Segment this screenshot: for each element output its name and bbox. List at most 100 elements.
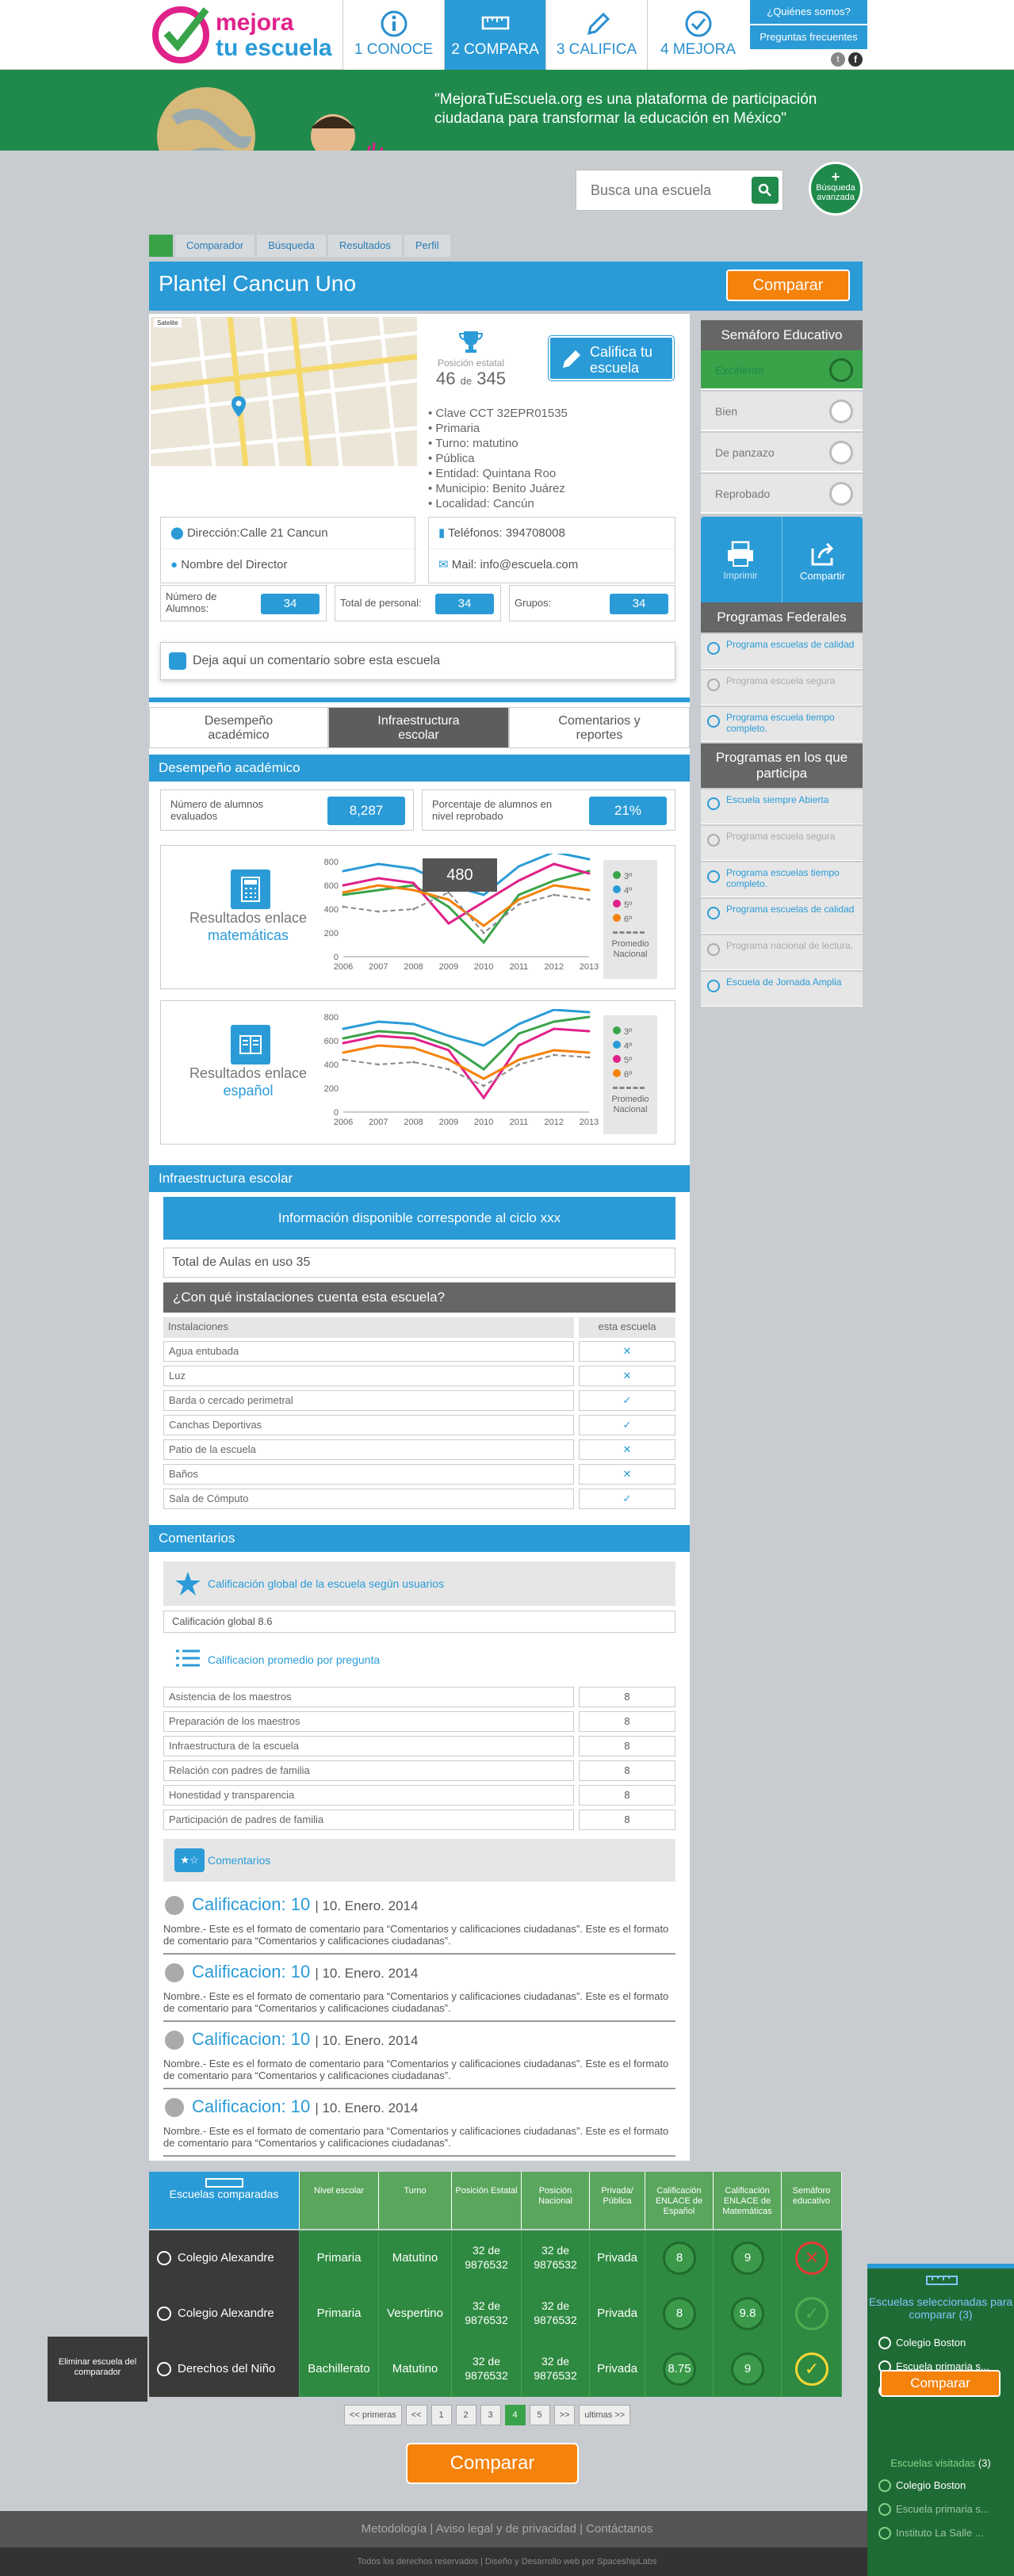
site-logo[interactable]: mejora tu escuela [151, 3, 341, 65]
remove-circle-icon[interactable] [157, 2362, 171, 2376]
series-point [553, 1009, 556, 1011]
program-item[interactable]: Escuela de Jornada Amplia [701, 972, 863, 1007]
comment-icon [169, 652, 186, 670]
float-compare-button[interactable]: Comparar [880, 2370, 1001, 2397]
breadcrumb-resultados[interactable]: Resultados [327, 235, 402, 257]
compare-cell-name[interactable]: Colegio Alexandre [149, 2286, 300, 2341]
compare-main-button[interactable]: Comparar [406, 2443, 579, 2484]
remove-circle-icon[interactable] [157, 2307, 171, 2321]
page-link[interactable]: >> [553, 2405, 576, 2425]
footer-links[interactable]: Metodología | Aviso legal y de privacida… [0, 2511, 1014, 2547]
facebook-icon[interactable]: f [848, 52, 863, 67]
compare-button[interactable]: Comparar [726, 269, 850, 301]
faq-link[interactable]: Preguntas frecuentes [750, 25, 867, 49]
print-button[interactable]: Imprimir [701, 517, 780, 615]
page-link[interactable]: ultimas >> [579, 2405, 631, 2425]
advanced-search-button[interactable]: + Búsqueda avanzada [809, 162, 863, 216]
mail-text[interactable]: Mail: info@escuela.com [451, 558, 579, 571]
staff-stat: Total de personal: 34 [335, 585, 501, 621]
program-item[interactable]: Programa escuelas tiempo completo. [701, 862, 863, 897]
breadcrumb-perfil[interactable]: Perfil [404, 235, 450, 257]
visited-item[interactable]: Escuela primaria s... [878, 2501, 1009, 2517]
evaluated-card: Número de alumnos evaluados 8,287 [160, 789, 414, 831]
legend-dot [613, 1055, 621, 1063]
remove-circle-icon[interactable] [157, 2251, 171, 2265]
legend-label: 4º [624, 886, 633, 896]
breadcrumb-busqueda[interactable]: Búsqueda [257, 235, 326, 257]
share-button[interactable]: Compartir [782, 517, 863, 615]
program-item[interactable]: Programa nacional de lectura. [701, 935, 863, 970]
question-text: Participación de padres de familia [163, 1810, 574, 1830]
program-item[interactable]: Programa escuelas de calidad [701, 899, 863, 934]
infra-has: ✓ [579, 1415, 675, 1435]
global-rating-title: Calificación global de la escuela según … [208, 1577, 445, 1590]
page-link[interactable]: 2 [455, 2405, 476, 2425]
rate-school-button[interactable]: Califica tu escuela [549, 336, 674, 380]
breadcrumb-comparador[interactable]: Comparador [175, 235, 255, 257]
x-tick-label: 2012 [544, 1118, 563, 1127]
page-link[interactable]: 1 [430, 2405, 452, 2425]
about-link[interactable]: ¿Quiénes somos? [750, 0, 867, 24]
search-input[interactable] [576, 170, 735, 210]
page-link[interactable]: 4 [504, 2405, 526, 2425]
legend-item: 5º [613, 900, 632, 910]
series-line [342, 1009, 590, 1047]
visited-item[interactable]: Instituto La Salle ... [878, 2525, 1009, 2541]
question-text: Preparación de los maestros [163, 1711, 574, 1732]
star-icon [175, 1572, 201, 1596]
program-item[interactable]: Programa escuela tiempo completo. [701, 707, 863, 742]
compare-value: Primaria [316, 2307, 362, 2320]
series-line [342, 891, 590, 934]
avg-rating-header: Calificacion promedio por pregunta [163, 1638, 675, 1682]
tab-compara[interactable]: 2 COMPARA [444, 0, 545, 70]
semaforo-bien[interactable]: Bien [701, 392, 863, 431]
semaforo-excelente[interactable]: Excelente [701, 350, 863, 390]
phone-text: Teléfonos: 394708008 [448, 526, 565, 540]
semaforo-reprobado[interactable]: Reprobado [701, 474, 863, 514]
page-link[interactable]: 3 [480, 2405, 501, 2425]
tab-califica[interactable]: 3 CALIFICA [545, 0, 647, 70]
series-point [342, 1051, 345, 1054]
address-line: ⬤ Dirección:Calle 21 Cancun [161, 518, 415, 549]
compare-cell-name[interactable]: Colegio Alexandre [149, 2230, 300, 2286]
compare-cell-name[interactable]: Derechos del Niño [149, 2341, 300, 2397]
compare-cell-national: 32 de 9876532 [522, 2286, 590, 2341]
comment-prompt[interactable]: Deja aqui un comentario sobre esta escue… [160, 642, 675, 680]
detail-state: • Entidad: Quintana Roo [428, 467, 557, 480]
comment-item: Calificacion: 10 | 10. Enero. 2014 Nombre… [163, 2096, 675, 2163]
tab-comments[interactable]: Comentarios y reportes [509, 707, 690, 748]
program-item[interactable]: Programa escuelas de calidad [701, 634, 863, 669]
semaforo-panzazo[interactable]: De panzazo [701, 433, 863, 472]
school-map[interactable]: Satelite [151, 317, 417, 466]
map-type-toggle[interactable]: Satelite [154, 319, 182, 327]
program-item[interactable]: Escuela siempre Abierta [701, 789, 863, 824]
semaforo-excelente-label: Excelente [715, 364, 764, 376]
compare-cell-semaforo: ✕ [782, 2230, 842, 2286]
x-tick-label: 2007 [369, 962, 388, 972]
float-item[interactable]: Colegio Boston [878, 2335, 1009, 2351]
search-icon [758, 183, 771, 197]
home-icon[interactable] [149, 235, 173, 257]
page-link[interactable]: << [405, 2405, 427, 2425]
search-button[interactable] [752, 177, 779, 204]
director-line: ● Nombre del Director [161, 549, 415, 581]
tab-infrastructure[interactable]: Infraestructura escolar [328, 707, 509, 748]
float-item-label: Escuela primaria s... [896, 2360, 989, 2372]
tab-conoce[interactable]: 1 CONOCE [342, 0, 444, 70]
comment-bubble-icon [165, 1896, 184, 1915]
x-tick-label: 2011 [510, 1118, 529, 1127]
page-link[interactable]: << primeras [344, 2405, 402, 2425]
series-point [482, 1068, 485, 1071]
twitter-icon[interactable]: t [831, 52, 845, 67]
series-point [377, 884, 380, 887]
comment-item: Calificacion: 10 | 10. Enero. 2014 Nombre… [163, 1962, 675, 2028]
program-item[interactable]: Programa escuela segura [701, 671, 863, 705]
visited-item[interactable]: Colegio Boston [878, 2478, 1009, 2494]
program-item[interactable]: Programa escuela segura [701, 826, 863, 861]
series-point [517, 903, 520, 906]
compare-col-header: Calificación ENLACE de Matemáticas [714, 2172, 782, 2229]
comment-date: | 10. Enero. 2014 [315, 2100, 419, 2115]
page-link[interactable]: 5 [529, 2405, 550, 2425]
tab-academic[interactable]: Desempeño académico [149, 707, 328, 748]
tab-mejora[interactable]: 4 MEJORA [647, 0, 748, 70]
